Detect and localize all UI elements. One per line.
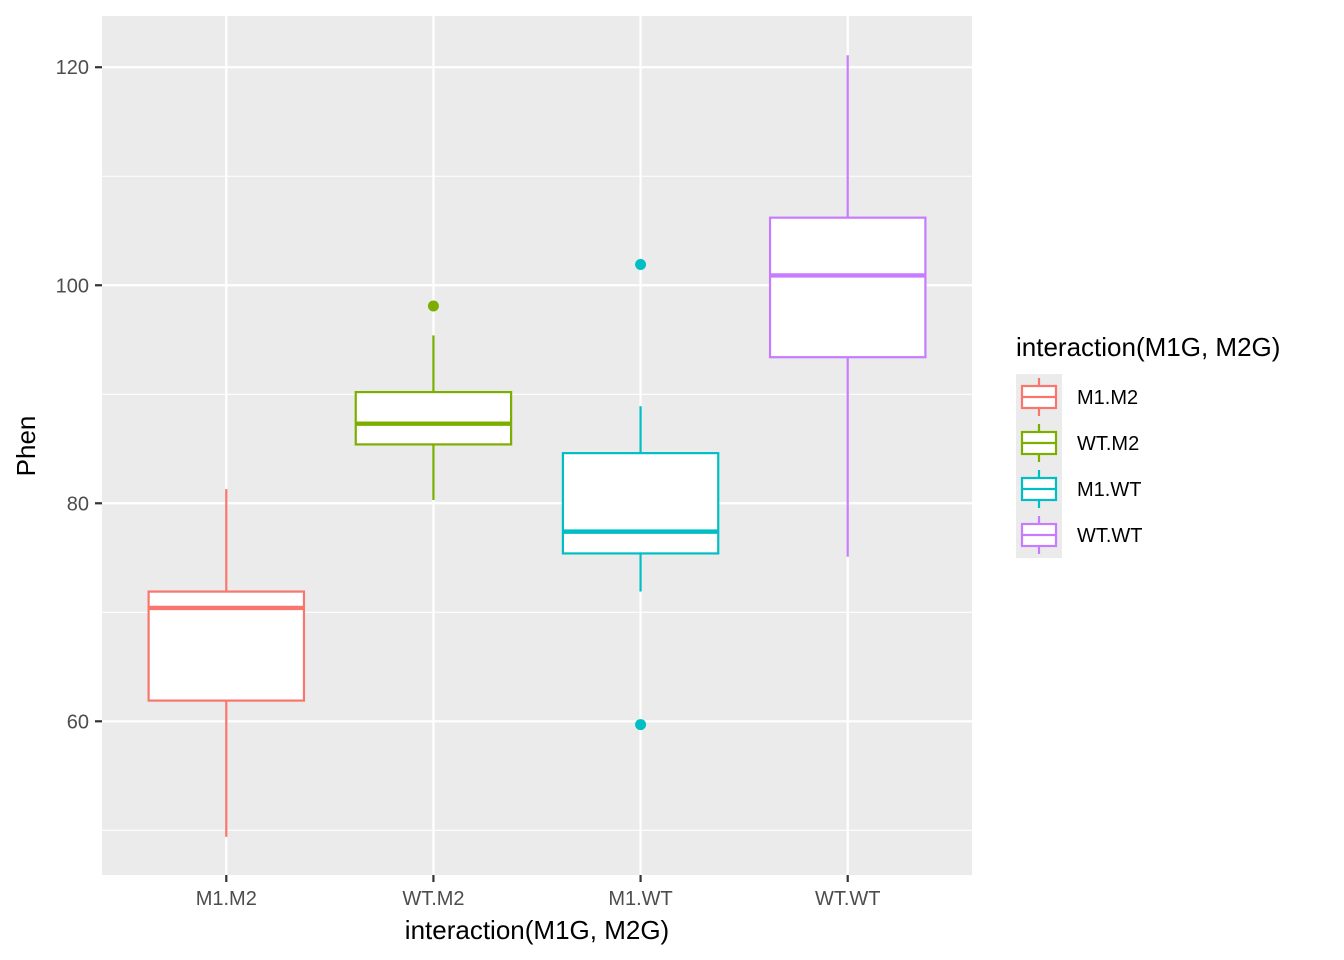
x-tick-label: WT.M2 xyxy=(402,888,464,910)
box-iqr xyxy=(561,452,720,555)
legend-item-M1.M2: M1.M2 xyxy=(1016,374,1138,420)
y-axis-title: Phen xyxy=(11,416,41,477)
legend: interaction(M1G, M2G) M1.M2 WT.M2 M1.WT WT.… xyxy=(1016,332,1280,558)
box-WT.WT xyxy=(768,55,927,557)
box-M1.M2 xyxy=(147,489,306,837)
legend-item-WT.M2: WT.M2 xyxy=(1016,420,1139,466)
legend-label: WT.M2 xyxy=(1077,433,1139,455)
y-tick-label: 60 xyxy=(67,711,89,733)
x-axis: M1.M2 WT.M2 M1.WT WT.WT xyxy=(196,875,881,910)
box-iqr xyxy=(768,216,927,359)
legend-item-M1.WT: M1.WT xyxy=(1016,466,1141,512)
y-tick-label: 100 xyxy=(56,275,89,297)
legend-title: interaction(M1G, M2G) xyxy=(1016,332,1280,362)
legend-label: M1.WT xyxy=(1077,479,1141,501)
x-tick-label: WT.WT xyxy=(815,888,881,910)
boxes xyxy=(147,55,927,837)
box-WT.M2 xyxy=(354,300,513,501)
x-tick-label: M1.M2 xyxy=(196,888,257,910)
legend-label: WT.WT xyxy=(1077,525,1143,547)
y-tick-label: 80 xyxy=(67,493,89,515)
outlier-point xyxy=(635,259,647,271)
outlier-point xyxy=(635,719,647,731)
box-M1.WT xyxy=(561,259,720,731)
x-tick-label: M1.WT xyxy=(608,888,672,910)
legend-label: M1.M2 xyxy=(1077,387,1138,409)
box-iqr xyxy=(354,390,513,446)
outlier-point xyxy=(427,300,439,312)
y-tick-label: 120 xyxy=(56,57,89,79)
y-axis: 60 80 100 120 xyxy=(56,57,102,733)
legend-item-WT.WT: WT.WT xyxy=(1016,512,1143,558)
plot-panel xyxy=(102,16,972,875)
x-axis-title: interaction(M1G, M2G) xyxy=(405,915,669,945)
